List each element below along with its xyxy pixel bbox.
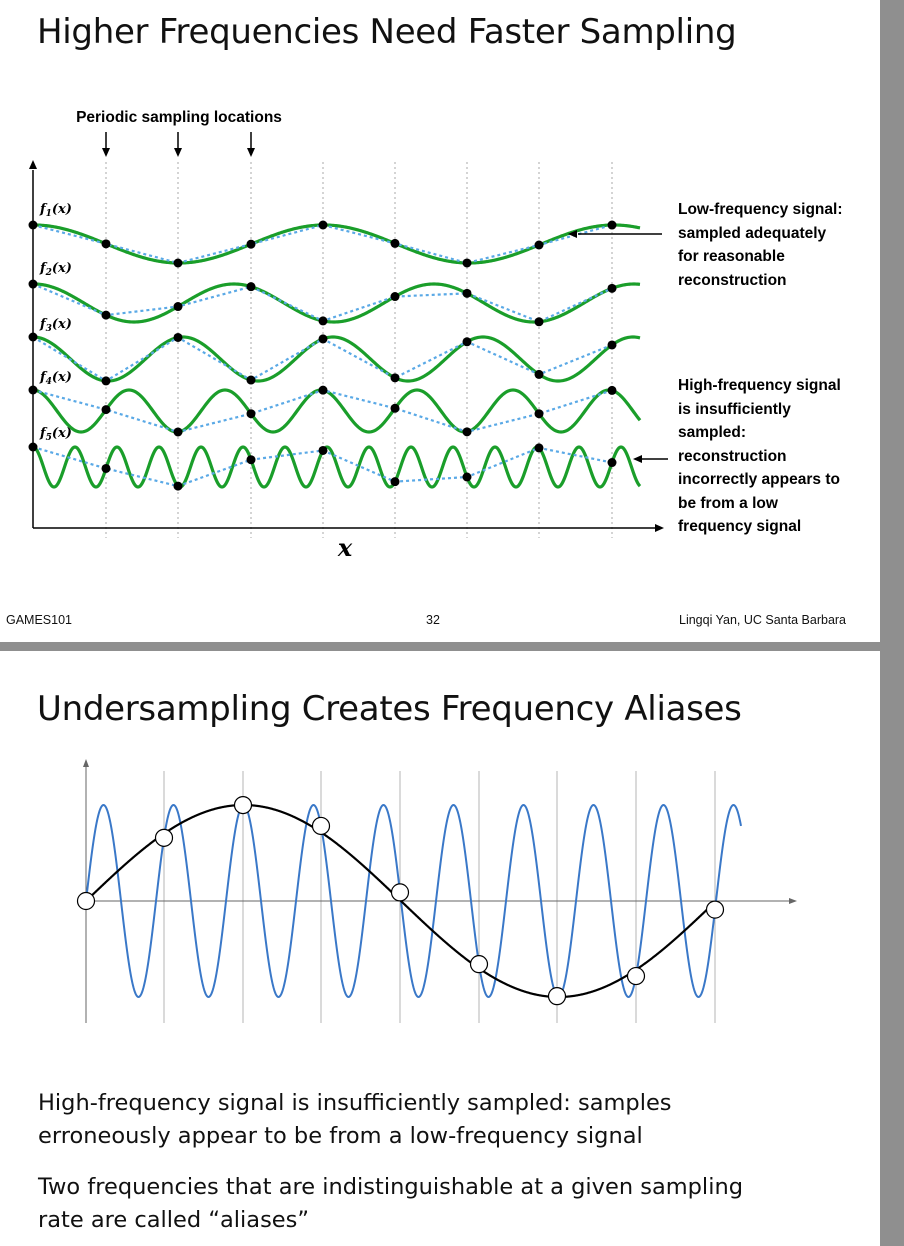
low-note-arrow-head	[568, 230, 577, 238]
sample-point	[390, 292, 400, 302]
sample-point	[534, 443, 544, 453]
sample-point	[547, 987, 567, 1006]
sample-point	[607, 385, 617, 395]
sample-point	[318, 445, 328, 455]
slide-higher-frequencies: Higher Frequencies Need Faster Sampling …	[0, 0, 880, 642]
aliasing-diagram	[76, 759, 797, 1023]
sample-point	[101, 376, 111, 386]
signal-curve-f3	[32, 335, 641, 383]
sample-point	[390, 373, 400, 383]
function-label-f5: f5(x)	[39, 426, 72, 443]
function-label-f2: f2(x)	[39, 261, 72, 278]
sample-point	[534, 240, 544, 250]
sample-point	[233, 796, 253, 815]
sample-point	[390, 238, 400, 248]
sample-point	[534, 317, 544, 327]
sampling-arrow-head	[174, 148, 182, 157]
sample-point	[318, 385, 328, 395]
x-axis-label: x	[337, 533, 353, 562]
sample-point	[101, 310, 111, 320]
sampling-diagram: x Periodic sampling locations f1(x) f2(x) f3…	[28, 109, 668, 562]
sample-point	[173, 427, 183, 437]
sample-point	[390, 883, 410, 902]
sample-point	[173, 481, 183, 491]
function-label-f1: f1(x)	[39, 202, 72, 219]
sample-point	[318, 334, 328, 344]
signal-curve-f2	[32, 282, 641, 324]
sample-point	[462, 258, 472, 268]
sample-point	[246, 409, 256, 419]
low-frequency-note: Low-frequency signal: sampled adequately…	[678, 201, 843, 289]
sample-point	[173, 302, 183, 312]
sampling-locations-label: Periodic sampling locations	[76, 109, 282, 126]
sample-point	[28, 442, 38, 452]
sample-point	[101, 463, 111, 473]
sample-point	[173, 258, 183, 268]
x-axis-arrow	[789, 898, 797, 904]
sample-point	[705, 900, 725, 919]
sample-point	[154, 828, 174, 847]
body-paragraph-undersampled: High-frequency signal is insufficiently …	[38, 1090, 672, 1149]
sample-point	[462, 337, 472, 347]
sample-point	[246, 375, 256, 385]
slide-title: Undersampling Creates Frequency Aliases	[37, 689, 742, 729]
footer-author: Lingqi Yan, UC Santa Barbara	[679, 613, 847, 627]
sample-point	[462, 472, 472, 482]
sample-point	[173, 332, 183, 342]
sample-point	[246, 282, 256, 292]
reconstruction-line-f1	[32, 223, 613, 265]
body-paragraph-aliases: Two frequencies that are indistinguishab…	[38, 1174, 743, 1233]
sample-point	[607, 283, 617, 293]
sampling-arrow-head	[247, 148, 255, 157]
sample-point	[607, 220, 617, 230]
footer-course: GAMES101	[6, 613, 73, 627]
sample-point	[534, 409, 544, 419]
function-label-f3: f3(x)	[39, 317, 72, 334]
sample-point	[390, 477, 400, 487]
signal-curve-f1	[33, 223, 641, 265]
sample-point	[469, 955, 489, 974]
function-label-f4: f4(x)	[39, 370, 72, 387]
sample-point	[76, 891, 96, 911]
sample-point	[311, 816, 331, 836]
sampling-arrow-head	[102, 148, 110, 157]
sample-point	[390, 403, 400, 413]
sample-point	[246, 455, 256, 465]
sample-point	[28, 220, 38, 230]
sample-point	[28, 279, 38, 289]
sample-point	[28, 385, 38, 395]
high-frequency-signal	[85, 803, 742, 999]
sample-point	[462, 288, 472, 298]
sample-point	[246, 239, 256, 249]
y-axis-arrow	[83, 759, 89, 767]
sample-point	[318, 220, 328, 230]
footer-page-number: 32	[426, 613, 440, 627]
sample-point	[626, 966, 646, 986]
sample-point	[607, 340, 617, 350]
signal-curve-f5	[32, 445, 642, 489]
sample-point	[28, 332, 38, 342]
sample-point	[101, 405, 111, 415]
high-note-arrow-head	[633, 455, 642, 463]
y-axis-arrow	[29, 160, 37, 169]
x-axis-arrow	[655, 524, 664, 532]
sample-point	[462, 427, 472, 437]
slide-undersampling: Undersampling Creates Frequency Aliases …	[0, 651, 880, 1246]
sample-point	[318, 316, 328, 326]
slide-title: Higher Frequencies Need Faster Sampling	[37, 12, 737, 52]
window-sidebar	[880, 0, 904, 1246]
sample-point	[534, 369, 544, 379]
sample-point	[607, 458, 617, 468]
sample-point	[101, 239, 111, 249]
high-frequency-note: High-frequency signal is insufficiently …	[678, 377, 841, 535]
